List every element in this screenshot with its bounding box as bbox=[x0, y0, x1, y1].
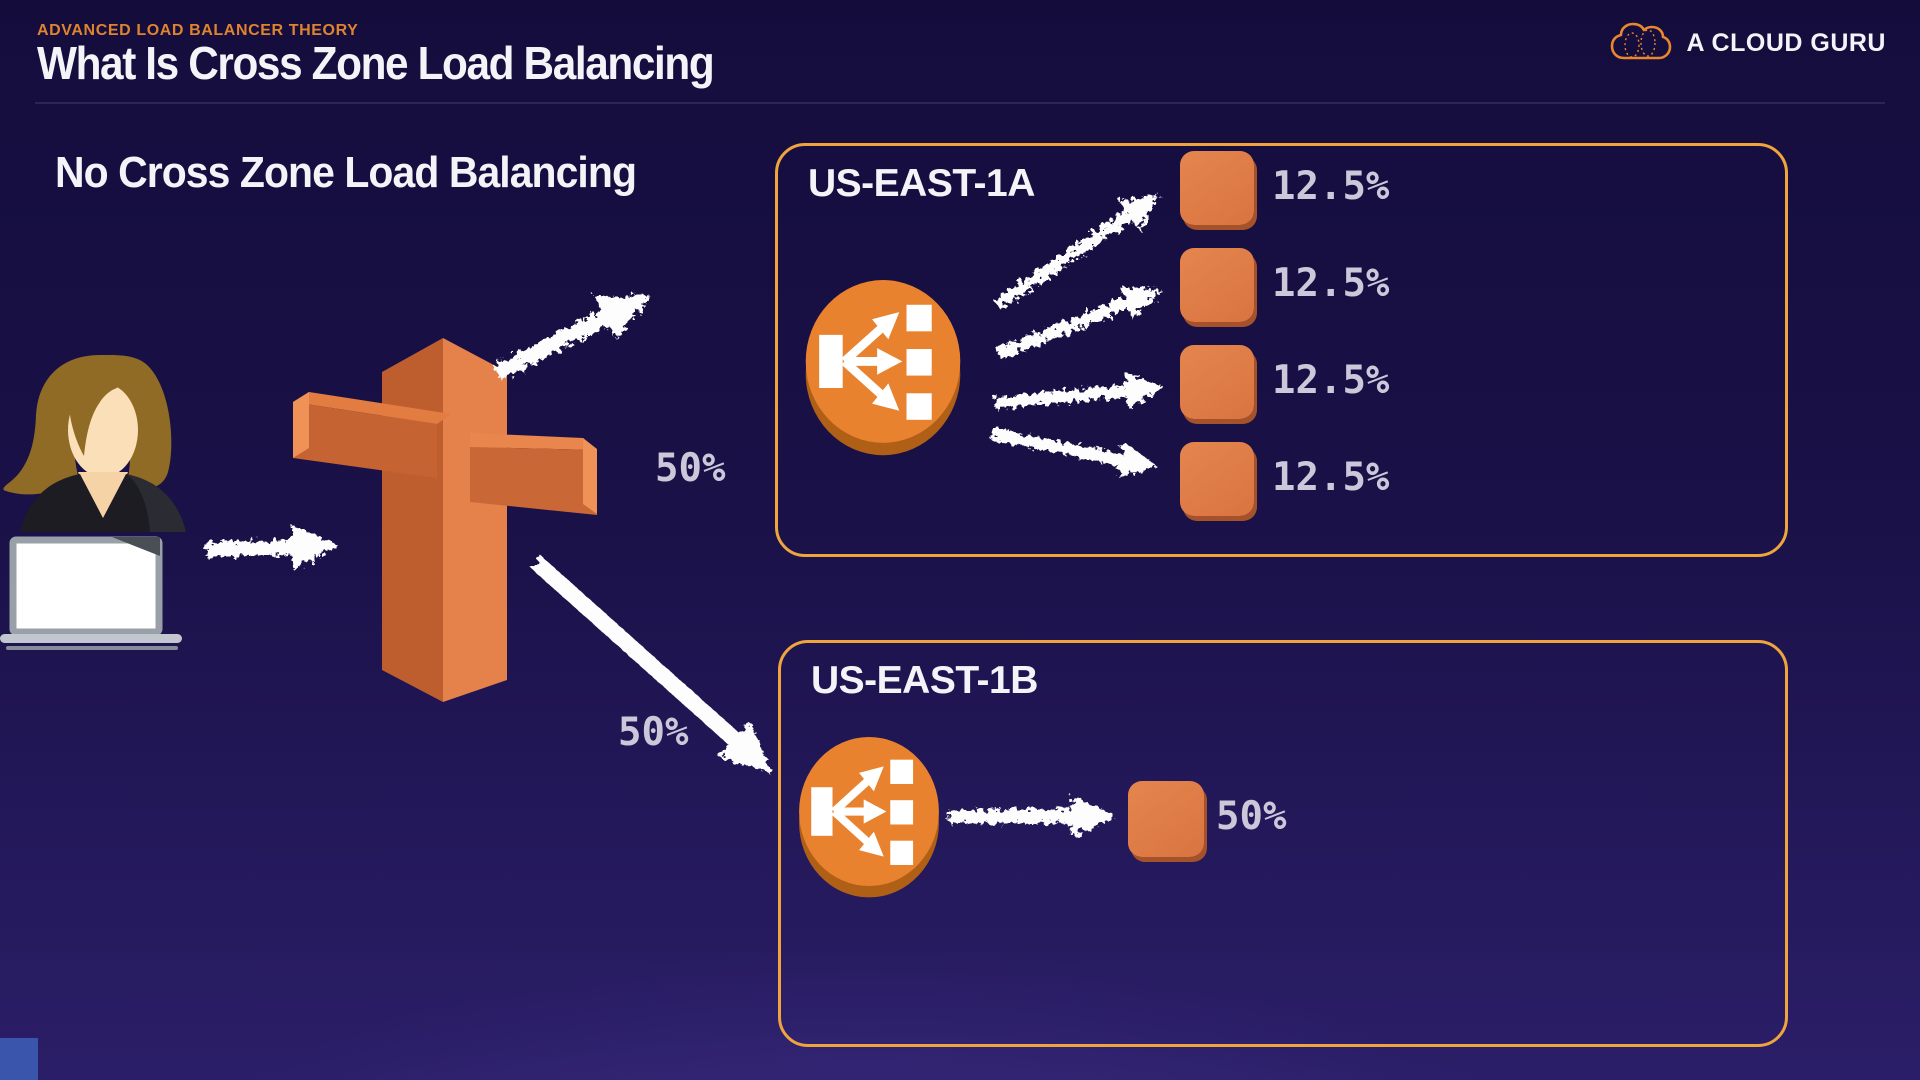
split-pct-zone-a: 50% bbox=[655, 446, 726, 491]
video-progress-strip bbox=[0, 1038, 38, 1080]
elb-3d-cross-icon bbox=[293, 338, 597, 702]
zone-b-label: US-EAST-1B bbox=[811, 659, 1038, 702]
target-share-label: 12.5% bbox=[1272, 358, 1390, 403]
woman-at-laptop-icon bbox=[0, 354, 186, 650]
instance-square-icon bbox=[1180, 442, 1254, 516]
instance-square-icon bbox=[1128, 781, 1204, 857]
instance-square-icon bbox=[1180, 248, 1254, 322]
laptop-lid-edge bbox=[112, 537, 160, 556]
target-share-label: 12.5% bbox=[1272, 455, 1390, 500]
split-pct-zone-b: 50% bbox=[618, 710, 689, 755]
hair-fringe bbox=[69, 374, 136, 456]
target-share-label: 50% bbox=[1216, 794, 1287, 839]
elb-circle-icon-zone-a bbox=[799, 280, 967, 457]
zone-box-us-east-1a: US-EAST-1A bbox=[775, 143, 1788, 557]
cloud-icon bbox=[1611, 22, 1672, 60]
elb-circle-icon-zone-b bbox=[793, 737, 945, 899]
laptop-base bbox=[0, 634, 182, 643]
page-title: What Is Cross Zone Load Balancing bbox=[37, 37, 715, 89]
target-share-label: 12.5% bbox=[1272, 261, 1390, 306]
hair-icon bbox=[3, 354, 172, 495]
header-divider bbox=[35, 102, 1885, 104]
section-heading: No Cross Zone Load Balancing bbox=[55, 148, 637, 197]
eyebrow-kicker: ADVANCED LOAD BALANCER THEORY bbox=[37, 22, 359, 39]
blazer-highlight bbox=[126, 474, 186, 532]
instance-square-icon bbox=[1180, 151, 1254, 225]
brand-name: A CLOUD GURU bbox=[1686, 28, 1886, 57]
neck bbox=[78, 472, 128, 530]
instance-square-icon bbox=[1180, 345, 1254, 419]
brand-logo: A CLOUD GURU bbox=[1610, 22, 1886, 64]
target-share-label: 12.5% bbox=[1272, 164, 1390, 209]
laptop-screen bbox=[9, 536, 163, 636]
zone-box-us-east-1b: US-EAST-1B bbox=[778, 640, 1788, 1047]
laptop-base-shadow bbox=[6, 646, 178, 650]
